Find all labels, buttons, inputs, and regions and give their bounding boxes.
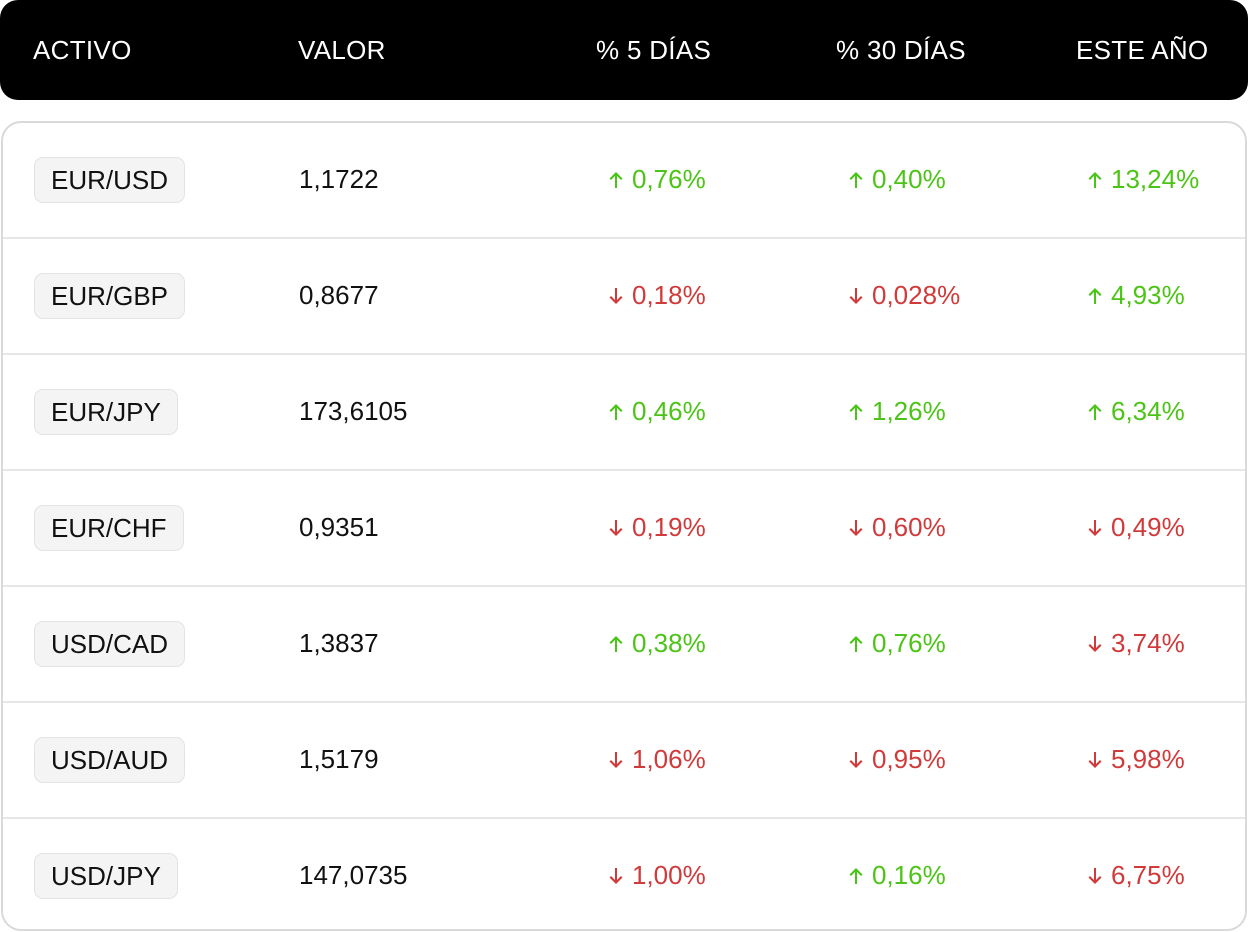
asset-value: 0,8677 xyxy=(299,280,379,310)
change-5-dias: 0,18% xyxy=(606,239,706,351)
change-este-ano: 6,75% xyxy=(1085,819,1185,929)
change-este-ano: 5,98% xyxy=(1085,703,1185,815)
change-value: 0,76% xyxy=(632,164,706,194)
arrow-up-icon xyxy=(846,866,866,886)
table-row[interactable]: USD/CAD 1,3837 0,38% 0,76% 3,74% xyxy=(3,587,1245,703)
change-value: 0,19% xyxy=(632,512,706,542)
change-5-dias: 0,38% xyxy=(606,587,706,699)
asset-value: 147,0735 xyxy=(299,860,408,890)
arrow-down-icon xyxy=(1085,866,1105,886)
change-este-ano: 3,74% xyxy=(1085,587,1185,699)
arrow-up-icon xyxy=(846,170,866,190)
change-value: 0,028% xyxy=(872,280,961,310)
change-value: 1,06% xyxy=(632,744,706,774)
asset-pill[interactable]: USD/JPY xyxy=(34,853,178,899)
change-5-dias: 1,06% xyxy=(606,703,706,815)
change-value: 6,75% xyxy=(1111,860,1185,890)
asset-pill[interactable]: EUR/GBP xyxy=(34,273,186,319)
header-valor: VALOR xyxy=(298,35,386,65)
change-value: 0,95% xyxy=(872,744,946,774)
change-5-dias: 1,00% xyxy=(606,819,706,929)
arrow-up-icon xyxy=(1085,286,1105,306)
arrow-down-icon xyxy=(1085,750,1105,770)
table-row[interactable]: EUR/USD 1,1722 0,76% 0,40% 13,24% xyxy=(3,123,1245,239)
arrow-down-icon xyxy=(606,286,626,306)
arrow-up-icon xyxy=(606,170,626,190)
change-value: 1,00% xyxy=(632,860,706,890)
asset-pill[interactable]: EUR/JPY xyxy=(34,389,178,435)
asset-value: 173,6105 xyxy=(299,396,408,426)
change-value: 0,46% xyxy=(632,396,706,426)
change-value: 0,38% xyxy=(632,628,706,658)
change-este-ano: 4,93% xyxy=(1085,239,1185,351)
arrow-down-icon xyxy=(846,750,866,770)
arrow-up-icon xyxy=(846,634,866,654)
change-value: 6,34% xyxy=(1111,396,1185,426)
header-este-ano: ESTE AÑO xyxy=(1076,35,1209,65)
change-value: 3,74% xyxy=(1111,628,1185,658)
change-5-dias: 0,46% xyxy=(606,355,706,467)
arrow-up-icon xyxy=(1085,402,1105,422)
arrow-down-icon xyxy=(606,866,626,886)
change-30-dias: 0,76% xyxy=(846,587,946,699)
change-value: 0,60% xyxy=(872,512,946,542)
arrow-down-icon xyxy=(606,518,626,538)
change-30-dias: 1,26% xyxy=(846,355,946,467)
header-pct-30-dias: % 30 DÍAS xyxy=(836,35,966,65)
change-value: 0,18% xyxy=(632,280,706,310)
arrow-down-icon xyxy=(846,286,866,306)
asset-pill[interactable]: USD/AUD xyxy=(34,737,186,783)
asset-value: 1,5179 xyxy=(299,744,379,774)
arrow-up-icon xyxy=(1085,170,1105,190)
change-value: 0,76% xyxy=(872,628,946,658)
arrow-down-icon xyxy=(1085,634,1105,654)
asset-pill[interactable]: EUR/CHF xyxy=(34,505,184,551)
table-row[interactable]: EUR/JPY 173,6105 0,46% 1,26% 6,34% xyxy=(3,355,1245,471)
asset-pill[interactable]: EUR/USD xyxy=(34,157,186,203)
change-30-dias: 0,028% xyxy=(846,239,960,351)
arrow-up-icon xyxy=(846,402,866,422)
change-value: 5,98% xyxy=(1111,744,1185,774)
asset-value: 1,3837 xyxy=(299,628,379,658)
change-value: 13,24% xyxy=(1111,164,1200,194)
change-value: 0,49% xyxy=(1111,512,1185,542)
table-row[interactable]: USD/JPY 147,0735 1,00% 0,16% 6,75% xyxy=(3,819,1245,929)
asset-pill[interactable]: USD/CAD xyxy=(34,621,186,667)
change-este-ano: 0,49% xyxy=(1085,471,1185,583)
change-value: 4,93% xyxy=(1111,280,1185,310)
arrow-down-icon xyxy=(846,518,866,538)
change-value: 0,40% xyxy=(872,164,946,194)
arrow-up-icon xyxy=(606,634,626,654)
change-value: 1,26% xyxy=(872,396,946,426)
asset-table: EUR/USD 1,1722 0,76% 0,40% 13,24% EUR/GBP 0,86… xyxy=(1,121,1247,931)
change-30-dias: 0,60% xyxy=(846,471,946,583)
change-value: 0,16% xyxy=(872,860,946,890)
change-30-dias: 0,95% xyxy=(846,703,946,815)
arrow-down-icon xyxy=(606,750,626,770)
change-5-dias: 0,76% xyxy=(606,123,706,235)
change-este-ano: 13,24% xyxy=(1085,123,1199,235)
change-30-dias: 0,40% xyxy=(846,123,946,235)
change-5-dias: 0,19% xyxy=(606,471,706,583)
change-este-ano: 6,34% xyxy=(1085,355,1185,467)
arrow-up-icon xyxy=(606,402,626,422)
arrow-down-icon xyxy=(1085,518,1105,538)
header-activo: ACTIVO xyxy=(33,35,132,65)
header-pct-5-dias: % 5 DÍAS xyxy=(596,35,712,65)
table-header: ACTIVO VALOR % 5 DÍAS % 30 DÍAS ESTE AÑO xyxy=(0,0,1248,100)
asset-value: 0,9351 xyxy=(299,512,379,542)
table-row[interactable]: EUR/GBP 0,8677 0,18% 0,028% 4,93% xyxy=(3,239,1245,355)
asset-value: 1,1722 xyxy=(299,164,379,194)
table-row[interactable]: USD/AUD 1,5179 1,06% 0,95% 5,98% xyxy=(3,703,1245,819)
change-30-dias: 0,16% xyxy=(846,819,946,929)
table-row[interactable]: EUR/CHF 0,9351 0,19% 0,60% 0,49% xyxy=(3,471,1245,587)
